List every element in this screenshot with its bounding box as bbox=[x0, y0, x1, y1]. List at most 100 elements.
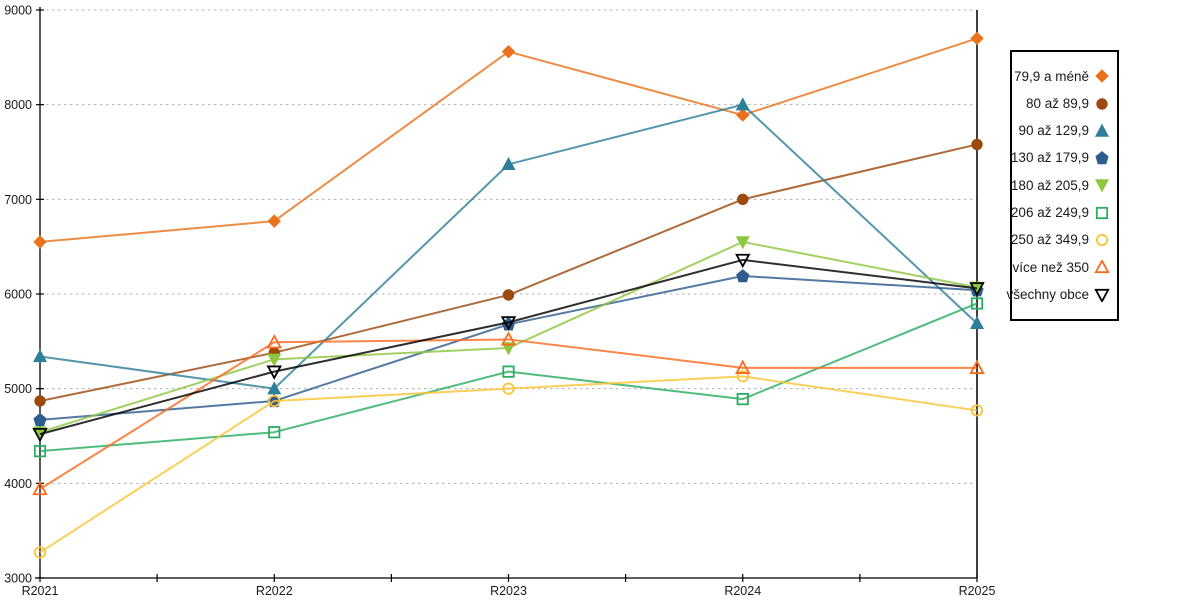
series-5 bbox=[32, 236, 985, 440]
y-tick-label: 8000 bbox=[4, 98, 32, 112]
y-tick-label: 5000 bbox=[4, 382, 32, 396]
legend-item: 90 až 129,9 bbox=[1016, 123, 1110, 139]
open-square-marker bbox=[268, 426, 281, 439]
open-triangle-up-marker bbox=[500, 331, 517, 346]
legend-item: všechny obce bbox=[1006, 288, 1110, 302]
y-tick-label: 3000 bbox=[4, 572, 32, 586]
diamond-marker bbox=[970, 31, 984, 46]
legend-label: všechny obce bbox=[1006, 286, 1089, 302]
y-tick-label: 9000 bbox=[4, 4, 32, 18]
diamond-legend-marker-icon bbox=[1095, 69, 1109, 84]
open-triangle-up-marker bbox=[969, 359, 985, 374]
triangle-down-legend-marker-icon bbox=[1094, 179, 1110, 193]
open-triangle-up-marker bbox=[735, 359, 751, 374]
series-7 bbox=[33, 370, 984, 559]
legend-label: 250 až 349,9 bbox=[1010, 232, 1089, 248]
legend-label: 79,9 a méně bbox=[1013, 68, 1089, 84]
open-triangle-down-marker bbox=[500, 316, 517, 331]
circle-marker bbox=[1096, 97, 1108, 110]
legend-label: 90 až 129,9 bbox=[1018, 123, 1089, 139]
x-tick-label: R2022 bbox=[256, 584, 293, 598]
diamond-marker bbox=[1095, 69, 1109, 84]
series-line bbox=[39, 258, 978, 436]
open-circle-marker bbox=[33, 546, 47, 559]
triangle-up-marker bbox=[32, 349, 48, 363]
open-triangle-down-marker bbox=[735, 253, 751, 269]
series-9 bbox=[32, 253, 985, 443]
open-triangle-down-marker bbox=[266, 365, 282, 380]
open-circle-marker bbox=[970, 404, 984, 417]
triangle-down-legend-marker-icon bbox=[1094, 288, 1110, 302]
diamond-marker bbox=[33, 235, 47, 249]
triangle-up-legend-marker-icon bbox=[1094, 260, 1110, 274]
open-square-marker bbox=[33, 445, 47, 458]
x-tick-label: R2025 bbox=[959, 584, 996, 598]
pentagon-legend-marker-icon bbox=[1095, 151, 1109, 165]
open-square-marker bbox=[736, 392, 749, 406]
open-circle-marker bbox=[736, 370, 749, 383]
pentagon-marker bbox=[33, 412, 47, 427]
legend-item: 80 až 89,9 bbox=[1016, 97, 1110, 111]
triangle-down-marker bbox=[501, 342, 516, 356]
x-tick-label: R2023 bbox=[490, 584, 527, 598]
open-triangle-down-marker bbox=[1094, 288, 1110, 302]
open-triangle-up-marker bbox=[32, 480, 48, 496]
series-2 bbox=[34, 138, 983, 407]
open-triangle-up-marker bbox=[266, 334, 282, 349]
legend-item: 180 až 205,9 bbox=[1011, 178, 1110, 193]
series-line bbox=[39, 143, 978, 402]
diamond-marker bbox=[736, 108, 750, 122]
series-3 bbox=[32, 97, 985, 395]
open-circle-marker bbox=[1095, 233, 1109, 247]
circle-legend-marker-icon bbox=[1096, 97, 1108, 110]
open-square-marker bbox=[1095, 206, 1109, 219]
series-8 bbox=[32, 331, 985, 496]
square-legend-marker-icon bbox=[1095, 206, 1109, 219]
open-triangle-up-marker bbox=[1094, 260, 1110, 274]
series-line bbox=[39, 37, 978, 243]
legend-item: 79,9 a méně bbox=[1013, 68, 1110, 84]
circle-marker bbox=[34, 395, 46, 407]
triangle-up-marker bbox=[735, 97, 750, 111]
open-square-marker bbox=[502, 365, 515, 378]
open-circle-marker bbox=[268, 394, 281, 408]
triangle-up-marker bbox=[969, 315, 985, 330]
open-circle-marker bbox=[502, 382, 515, 395]
triangle-up-marker bbox=[501, 156, 516, 171]
diamond-marker bbox=[501, 44, 516, 59]
legend-item: více než 350 bbox=[1012, 260, 1110, 274]
triangle-down-marker bbox=[267, 353, 282, 367]
legend: 79,9 a méně 80 až 89,9 90 až 129,9 130 až 1… bbox=[1006, 50, 1119, 321]
y-tick-label: 7000 bbox=[4, 193, 32, 207]
open-square-marker bbox=[970, 297, 984, 310]
triangle-up-marker bbox=[267, 381, 282, 395]
legend-label: 206 až 249,9 bbox=[1010, 205, 1089, 221]
open-triangle-down-marker bbox=[969, 282, 985, 297]
triangle-up-legend-marker-icon bbox=[1094, 123, 1110, 137]
series-1 bbox=[33, 31, 984, 249]
circle-marker bbox=[737, 193, 749, 206]
legend-label: 180 až 205,9 bbox=[1010, 177, 1089, 193]
legend-label: více než 350 bbox=[1012, 259, 1089, 275]
circle-marker bbox=[502, 289, 515, 301]
open-triangle-down-marker bbox=[32, 428, 48, 443]
legend-item: 250 až 349,9 bbox=[1011, 233, 1110, 247]
circle-marker bbox=[971, 138, 983, 151]
legend-item: 206 až 249,9 bbox=[1011, 206, 1110, 220]
x-tick-label: R2024 bbox=[724, 584, 761, 598]
pentagon-marker bbox=[1095, 151, 1109, 165]
pentagon-marker bbox=[736, 269, 750, 283]
diamond-marker bbox=[267, 214, 281, 228]
triangle-down-marker bbox=[735, 236, 750, 250]
triangle-down-marker bbox=[1094, 179, 1110, 193]
circle-legend-marker-icon bbox=[1095, 233, 1109, 247]
legend-label: 80 až 89,9 bbox=[1025, 95, 1089, 111]
y-tick-label: 4000 bbox=[4, 477, 32, 491]
y-tick-label: 6000 bbox=[4, 288, 32, 302]
series-line bbox=[39, 375, 978, 554]
triangle-up-marker bbox=[1094, 123, 1110, 137]
series-line bbox=[39, 338, 977, 490]
x-tick-label: R2021 bbox=[22, 584, 59, 598]
